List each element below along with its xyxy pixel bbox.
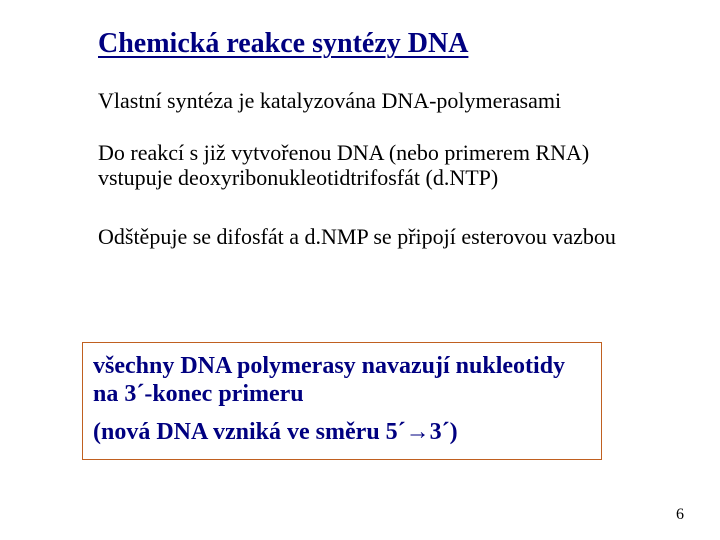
right-arrow-icon: → (406, 418, 430, 445)
slide-title: Chemická reakce syntézy DNA (98, 28, 468, 60)
box-line-2: (nová DNA vzniká ve směru 5´→3´) (93, 418, 591, 447)
box-line-2-post: 3´) (430, 419, 458, 445)
slide: Chemická reakce syntézy DNA Vlastní synt… (0, 0, 720, 540)
paragraph-1: Vlastní syntéza je katalyzována DNA-poly… (98, 88, 658, 113)
paragraph-2: Do reakcí s již vytvořenou DNA (nebo pri… (98, 140, 658, 191)
highlight-box: všechny DNA polymerasy navazují nukleoti… (82, 342, 602, 460)
page-number: 6 (676, 506, 684, 524)
paragraph-3: Odštěpuje se difosfát a d.NMP se připojí… (98, 224, 658, 249)
box-line-2-pre: (nová DNA vzniká ve směru 5´ (93, 419, 406, 445)
box-line-1: všechny DNA polymerasy navazují nukleoti… (93, 353, 591, 408)
